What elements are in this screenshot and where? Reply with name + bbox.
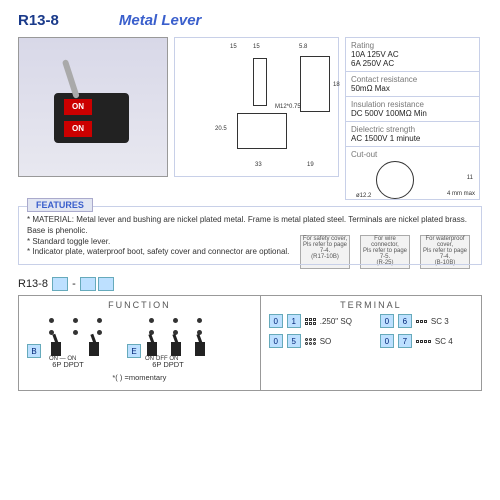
dim-15a: 15 <box>230 44 237 50</box>
dim-19: 19 <box>307 162 314 168</box>
term-label: .250" SQ <box>320 317 352 326</box>
rating-label: Rating <box>351 41 474 50</box>
page-title: Metal Lever <box>119 12 202 29</box>
pin-icon <box>305 338 316 345</box>
pin-icon <box>416 320 427 323</box>
function-code-e: E <box>127 344 141 358</box>
contact-res-label: Contact resistance <box>351 75 474 84</box>
term-code: 6 <box>398 314 412 328</box>
dielectric-label: Dielectric strength <box>351 125 474 134</box>
ordering-code: R13-8 - <box>18 277 482 291</box>
cutout-label: Cut-out <box>351 150 474 159</box>
term-code: 0 <box>380 314 394 328</box>
function-code-b: B <box>27 344 41 358</box>
term-label: SC 4 <box>435 337 453 346</box>
dielectric-value: AC 1500V 1 minute <box>351 134 474 143</box>
term-code: 0 <box>269 314 283 328</box>
term-code: 7 <box>398 334 412 348</box>
function-heading: FUNCTION <box>27 300 252 310</box>
dimension-diagram: 15 15 5.8 18 M12*0.75 20.5 33 19 <box>174 37 339 177</box>
terminal-panel: TERMINAL 01 .250" SQ 05 SO 06 SC 3 07 <box>261 296 481 390</box>
insulation-label: Insulation resistance <box>351 100 474 109</box>
cutout-thick: 4 mm max <box>447 191 475 197</box>
dim-205: 20.5 <box>215 126 227 132</box>
dim-18: 18 <box>333 82 340 88</box>
dim-33: 33 <box>255 162 262 168</box>
ordering-dash: - <box>72 278 76 290</box>
rating-value: 10A 125V AC 6A 250V AC <box>351 50 474 68</box>
dim-15b: 15 <box>253 44 260 50</box>
features-heading: FEATURES <box>27 198 93 212</box>
insulation-value: DC 500V 100MΩ Min <box>351 109 474 118</box>
rating-table: Rating10A 125V AC 6A 250V AC Contact res… <box>345 37 480 200</box>
terminal-heading: TERMINAL <box>269 300 473 310</box>
term-code: 0 <box>380 334 394 348</box>
feature-item: Standard toggle lever. <box>27 237 473 248</box>
thread: M12*0.75 <box>275 104 301 110</box>
term-label: SC 3 <box>431 317 449 326</box>
cutout-diagram <box>376 161 414 199</box>
features-box: FEATURES MATERIAL: Metal lever and bushi… <box>18 206 482 265</box>
feature-item: MATERIAL: Metal lever and bushing are ni… <box>27 215 473 237</box>
cutout-diam: ø12.2 <box>356 193 371 199</box>
ordering-slot <box>52 277 68 291</box>
term-code: 0 <box>269 334 283 348</box>
switch-on-label-2: ON <box>64 121 92 137</box>
term-code: 1 <box>287 314 301 328</box>
term-label: SO <box>320 337 332 346</box>
cutout-h: 11 <box>467 175 473 181</box>
product-photo: ON ON <box>18 37 168 177</box>
dim-58: 5.8 <box>299 44 307 50</box>
ordering-slot <box>98 277 114 291</box>
momentary-note: *( ) =momentary <box>27 373 252 382</box>
part-number: R13-8 <box>18 12 59 29</box>
contact-res-value: 50mΩ Max <box>351 84 474 93</box>
feature-item: Indicator plate, waterproof boot, safety… <box>27 247 473 258</box>
ordering-slot <box>80 277 96 291</box>
term-code: 5 <box>287 334 301 348</box>
switch-on-label: ON <box>64 99 92 115</box>
function-diagram-b: ON — ON <box>45 314 109 358</box>
pin-icon <box>305 318 316 325</box>
pin-icon <box>416 340 431 343</box>
function-panel: FUNCTION B ON — ON 6P DPDT E <box>19 296 261 390</box>
ordering-prefix: R13-8 <box>18 278 48 290</box>
function-diagram-e: ON OFF ON <box>145 314 209 358</box>
